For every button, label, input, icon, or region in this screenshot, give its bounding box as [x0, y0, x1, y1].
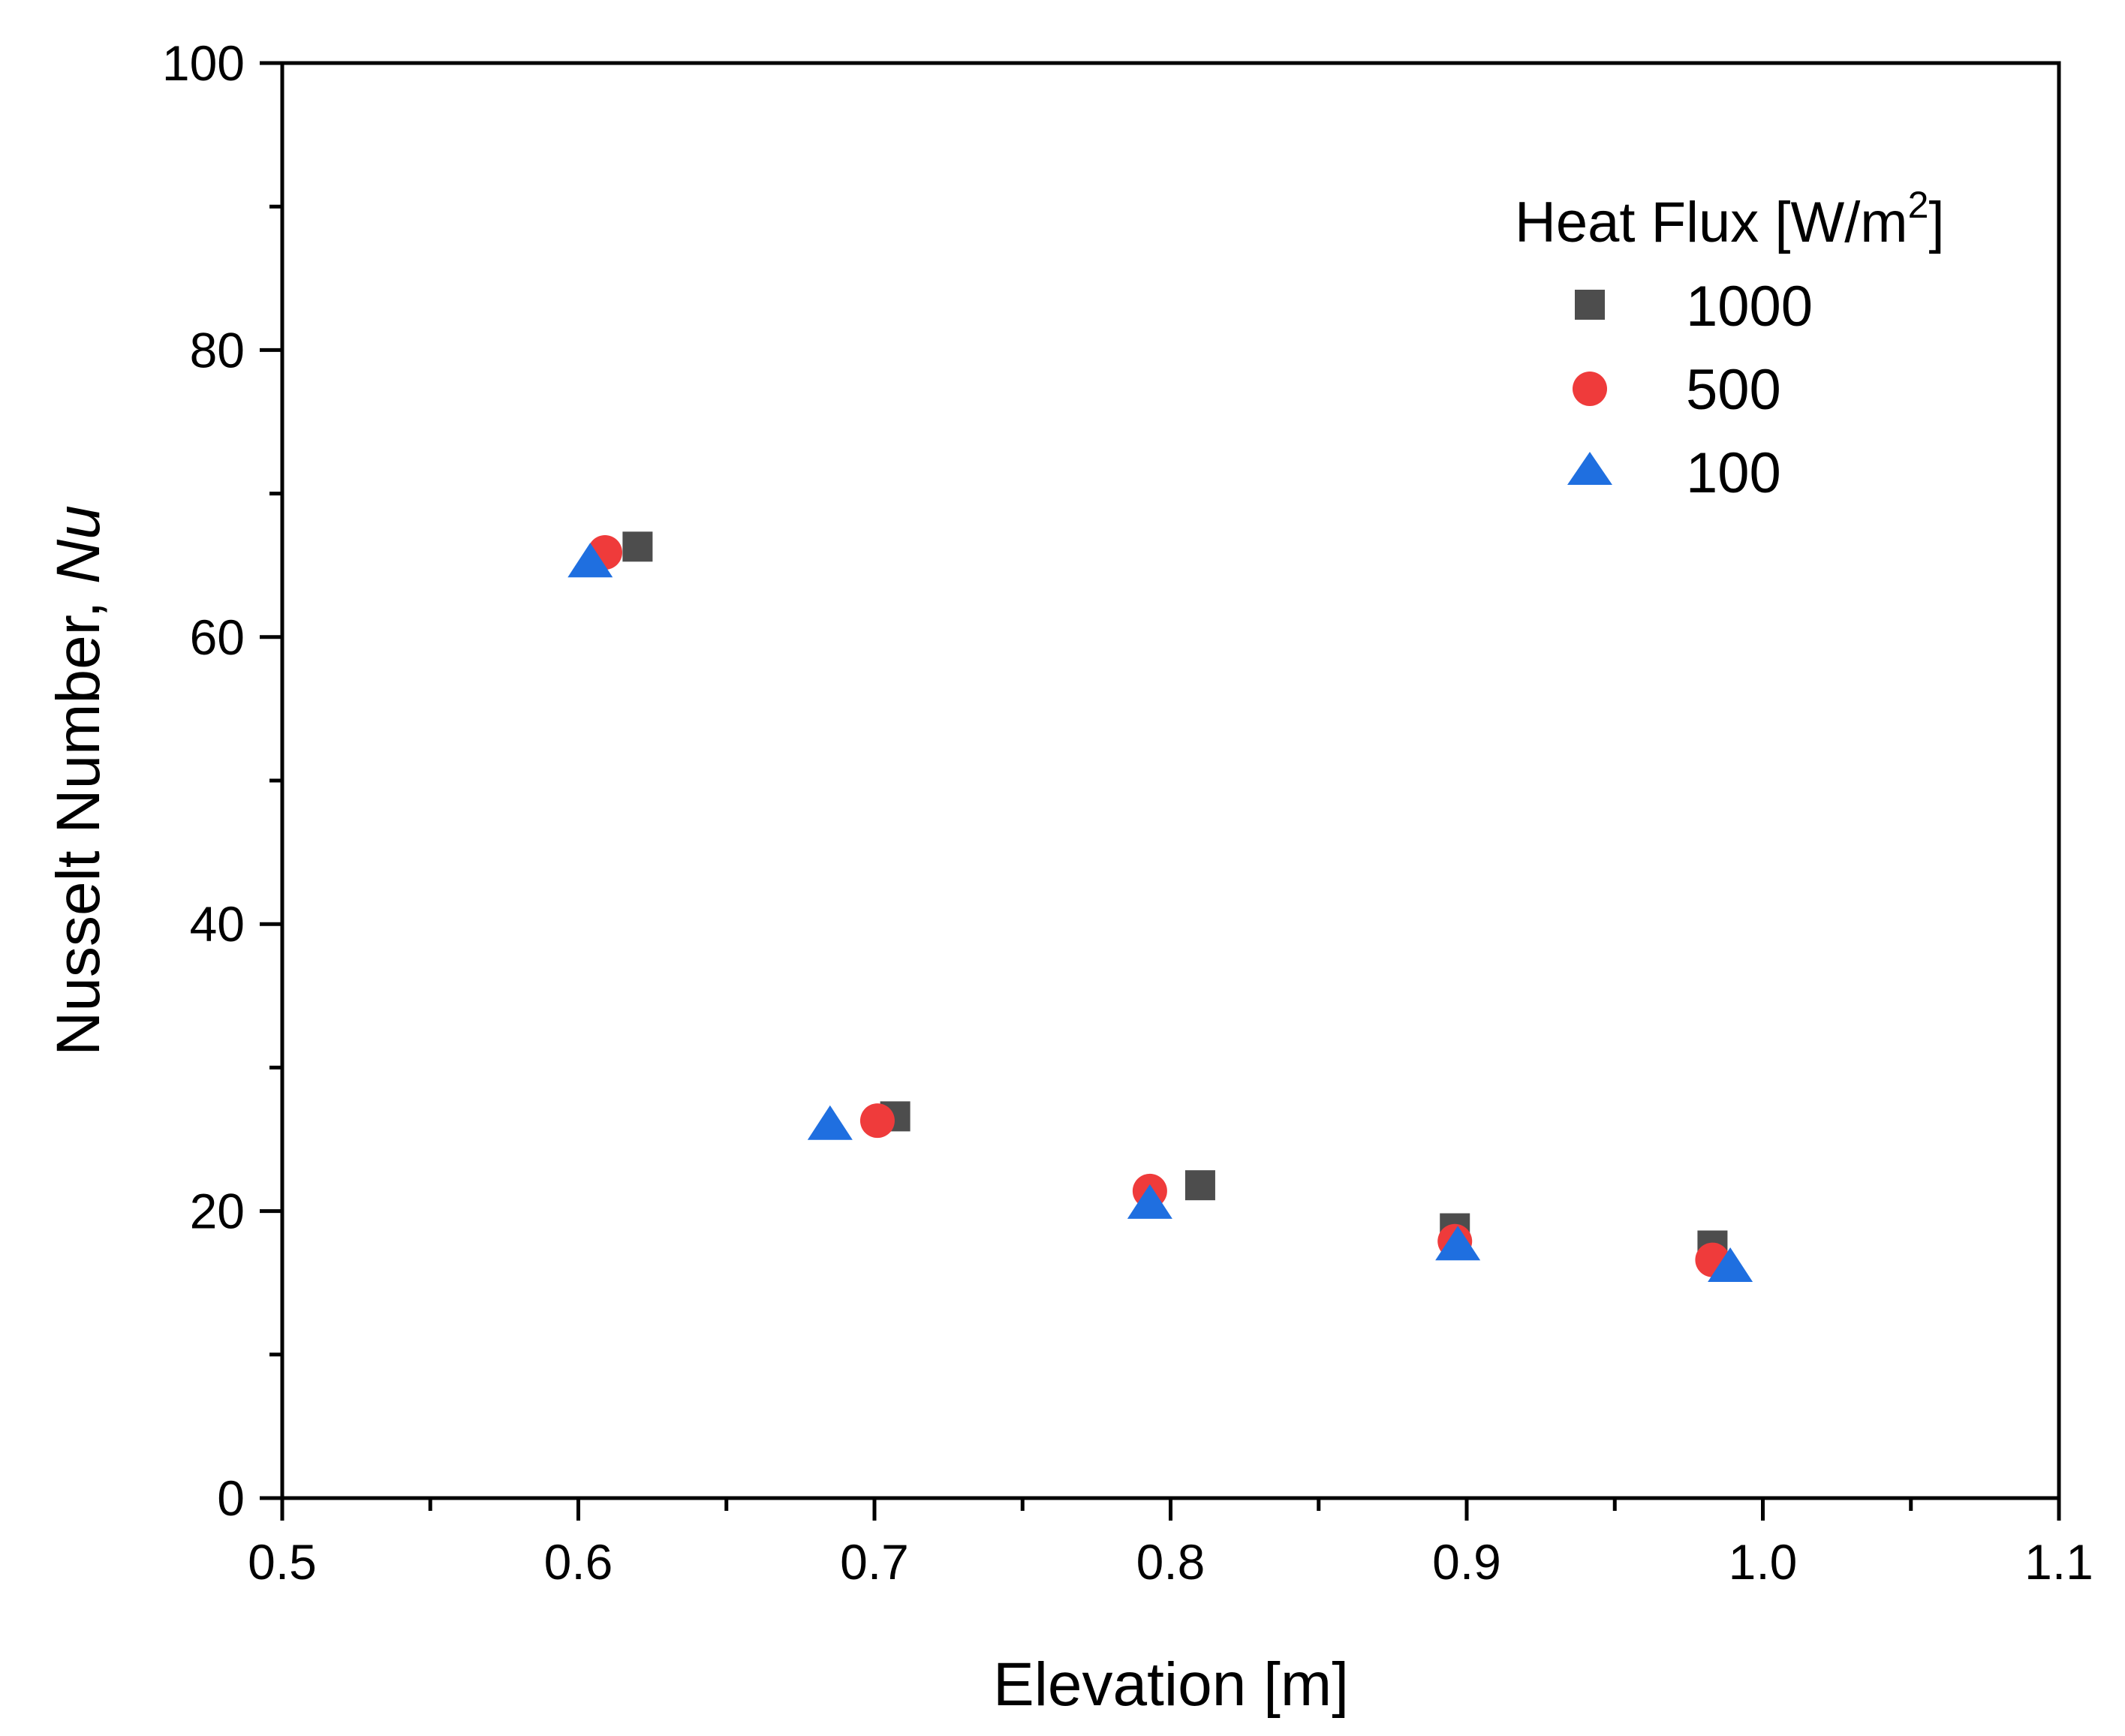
y-tick-label: 40 [190, 896, 245, 952]
legend-marker-1000 [1575, 290, 1605, 320]
data-point-1000 [1184, 1170, 1215, 1201]
x-tick-label: 1.0 [1729, 1534, 1798, 1590]
data-point-100 [807, 1105, 853, 1140]
x-axis-title: Elevation [m] [993, 1650, 1349, 1719]
data-point-100 [567, 543, 613, 578]
x-tick-label: 0.7 [840, 1534, 909, 1590]
x-tick-label: 0.6 [544, 1534, 613, 1590]
legend-title-end: ] [1928, 191, 1944, 254]
x-tick-label: 0.5 [248, 1534, 317, 1590]
legend-label-100: 100 [1686, 441, 1781, 505]
data-point-1000 [622, 531, 653, 562]
y-axis-title-main: Nusselt Number, [44, 584, 113, 1056]
axis-ticks [260, 61, 2061, 1521]
x-tick-label: 0.9 [1432, 1534, 1501, 1590]
legend-title-superscript: 2 [1908, 184, 1929, 226]
x-tick-label: 0.8 [1136, 1534, 1205, 1590]
x-tick-label: 1.1 [2024, 1534, 2093, 1590]
data-point-100 [1708, 1247, 1753, 1282]
plot-frame [280, 61, 2061, 1500]
data-point-100 [1127, 1184, 1172, 1219]
legend: Heat Flux [W/m2] 1000 500 100 [1515, 184, 1945, 505]
y-tick-label: 0 [217, 1470, 245, 1526]
y-tick-label: 20 [190, 1184, 245, 1239]
data-markers [567, 531, 1753, 1282]
data-point-500 [859, 1103, 895, 1139]
legend-label-1000: 1000 [1686, 275, 1813, 338]
y-tick-label: 100 [162, 35, 245, 91]
legend-marker-500 [1573, 372, 1607, 406]
axis-tick-labels: 0.5 0.6 0.7 0.8 0.9 1.0 1.1 0 20 40 60 80 100 [162, 35, 2093, 1590]
y-tick-label: 60 [190, 609, 245, 665]
data-point-100 [1435, 1226, 1481, 1261]
y-axis-title: Nusselt Number, Nu [44, 505, 113, 1056]
y-tick-label: 80 [190, 322, 245, 378]
y-axis-title-italic: Nu [44, 505, 113, 584]
legend-marker-100 [1567, 452, 1612, 485]
legend-label-500: 500 [1686, 358, 1781, 422]
legend-title: Heat Flux [W/m2] [1515, 184, 1945, 254]
legend-title-main: Heat Flux [W/m [1515, 191, 1908, 254]
